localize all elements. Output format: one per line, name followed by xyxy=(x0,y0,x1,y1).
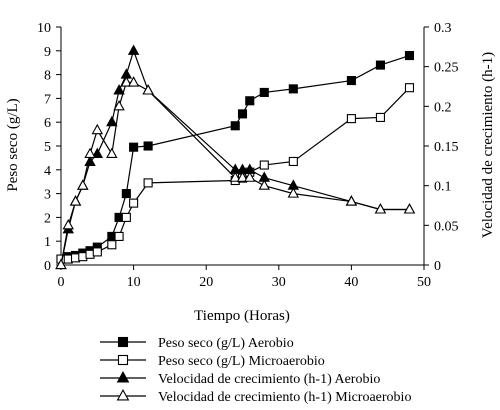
x-tick-label: 30 xyxy=(272,275,286,290)
data-point xyxy=(237,109,248,119)
legend-label: Peso seco (g/L) Microaerobio xyxy=(158,354,325,369)
y-left-tick-label: 8 xyxy=(44,69,51,84)
data-point xyxy=(375,60,385,70)
y-left-tick-label: 2 xyxy=(44,211,51,226)
data-point xyxy=(69,195,82,206)
y-right-tick-label: 0.15 xyxy=(434,140,459,155)
data-point xyxy=(91,123,104,135)
legend-marker xyxy=(117,354,129,366)
x-tick-label: 0 xyxy=(58,275,65,290)
x-tick-label: 40 xyxy=(344,275,358,290)
legend-item: Peso seco (g/L) Microaerobio xyxy=(100,354,325,369)
data-point xyxy=(106,147,118,159)
data-point xyxy=(106,115,118,127)
data-point xyxy=(345,195,358,206)
y-left-tick-label: 4 xyxy=(44,164,51,179)
series-layer xyxy=(55,44,416,270)
data-point xyxy=(113,84,125,95)
y-right-tick-label: 0.05 xyxy=(434,219,459,234)
data-point xyxy=(244,171,256,182)
y-left-tick-label: 3 xyxy=(44,188,51,203)
x-tick-label: 20 xyxy=(199,275,213,290)
legend-item: Velocidad de crecimiento (h-1) Microaero… xyxy=(100,388,411,405)
data-point xyxy=(55,258,67,270)
data-point xyxy=(127,44,140,55)
data-point xyxy=(114,231,124,241)
legend-label: Peso seco (g/L) Aerobio xyxy=(158,336,294,351)
data-point xyxy=(346,76,356,86)
legend-marker xyxy=(116,370,130,383)
data-point xyxy=(288,84,298,94)
data-point xyxy=(229,171,241,182)
legend-item: Velocidad de crecimiento (h-1) Aerobio xyxy=(100,370,380,387)
legend-label: Velocidad de crecimiento (h-1) Microaero… xyxy=(158,390,411,405)
data-point xyxy=(403,203,416,214)
y-left-tick-label: 5 xyxy=(44,140,51,155)
data-point xyxy=(230,121,240,131)
data-point xyxy=(121,189,131,199)
data-point xyxy=(121,212,131,222)
y-right-tick-label: 0.3 xyxy=(434,21,452,36)
y-left-tick-label: 6 xyxy=(44,116,51,131)
y-left-axis-title: Peso seco (g/L) xyxy=(5,98,21,191)
x-axis-title: Tiempo (Horas) xyxy=(194,308,290,324)
y-right-tick-label: 0.1 xyxy=(434,180,452,195)
y-left-tick-label: 7 xyxy=(44,92,51,107)
y-right-tick-label: 0 xyxy=(434,259,441,274)
data-point xyxy=(259,160,269,170)
data-point xyxy=(245,96,255,106)
data-point xyxy=(127,76,140,87)
data-point xyxy=(143,178,153,188)
data-point xyxy=(142,84,154,95)
data-point xyxy=(374,203,387,214)
data-point xyxy=(107,240,117,250)
y-left-tick-label: 0 xyxy=(44,259,51,274)
data-point xyxy=(346,114,356,124)
y-left-tick-label: 10 xyxy=(37,21,51,36)
y-left-tick-label: 9 xyxy=(44,45,51,60)
data-point xyxy=(259,87,269,97)
axes: 0 1 2 3 4 5 6 7 8 9 10 0 0.05 0.1 0.15 0.2 0.25 0.3 0 10 20 3… xyxy=(37,21,459,290)
data-point xyxy=(120,76,133,87)
data-point xyxy=(404,83,415,93)
data-point xyxy=(288,156,298,167)
data-point xyxy=(92,247,102,257)
data-point xyxy=(404,51,415,61)
data-point xyxy=(236,171,249,182)
legend-marker xyxy=(117,336,129,348)
data-point xyxy=(113,99,125,111)
series-4 xyxy=(55,76,416,270)
data-point xyxy=(375,112,385,122)
y-right-axis-title: Velocidad de crecimiento (h-1) xyxy=(480,52,496,238)
x-tick-label: 50 xyxy=(417,275,431,290)
data-point xyxy=(143,141,153,151)
legend-item: Peso seco (g/L) Aerobio xyxy=(100,336,294,351)
legend-label: Velocidad de crecimiento (h-1) Aerobio xyxy=(158,372,380,387)
x-tick-label: 10 xyxy=(127,275,141,290)
y-left-tick-label: 1 xyxy=(44,235,51,250)
data-point xyxy=(77,179,89,190)
data-point xyxy=(129,142,139,152)
legend: Peso seco (g/L) Aerobio Peso seco (g/L) M… xyxy=(100,336,411,405)
y-right-tick-label: 0.25 xyxy=(434,61,459,76)
data-point xyxy=(287,187,300,198)
data-point xyxy=(91,147,104,159)
y-right-tick-label: 0.2 xyxy=(434,100,452,115)
data-point xyxy=(84,147,96,159)
data-point xyxy=(62,218,74,230)
data-point xyxy=(129,198,139,208)
legend-marker xyxy=(116,388,130,401)
data-point xyxy=(258,179,271,190)
